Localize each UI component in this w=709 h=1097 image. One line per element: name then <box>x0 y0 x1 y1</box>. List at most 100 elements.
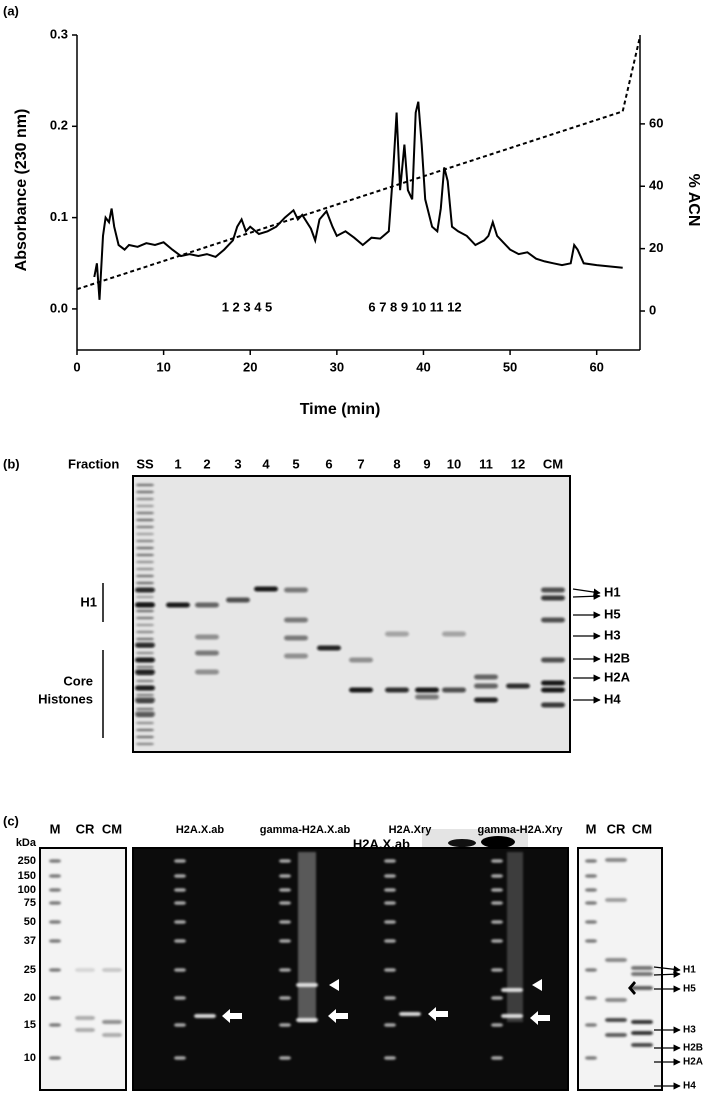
lane-header: 3 <box>234 456 241 471</box>
kda-marker: 20 <box>24 992 36 1004</box>
y-tick-label: 0.3 <box>50 26 68 41</box>
band <box>136 567 154 571</box>
y-tick-label: 0.0 <box>50 300 68 315</box>
band <box>631 966 653 970</box>
lane-header: 10 <box>447 456 461 471</box>
band <box>136 504 154 508</box>
x-tick-label: 60 <box>589 359 603 374</box>
band <box>136 637 154 641</box>
band <box>75 1016 95 1020</box>
band <box>136 511 154 515</box>
band <box>605 898 627 902</box>
band <box>585 859 597 863</box>
band-label: H2A <box>604 669 631 684</box>
band <box>384 996 396 1000</box>
band <box>135 642 155 648</box>
arrow <box>222 1009 242 1023</box>
band <box>136 693 154 697</box>
band-label: H5 <box>604 606 621 621</box>
annotation: 6 7 8 9 10 11 12 <box>368 299 461 314</box>
band <box>49 968 61 972</box>
band <box>296 1018 318 1022</box>
band <box>174 859 186 863</box>
band <box>284 635 308 641</box>
band <box>501 1014 523 1018</box>
band-label: H1 <box>80 594 97 609</box>
band <box>136 525 154 529</box>
band-label: H2A <box>683 1057 703 1068</box>
band <box>136 490 154 494</box>
band <box>442 687 466 693</box>
band-label: H2B <box>604 650 630 665</box>
smear <box>298 852 316 1022</box>
band <box>136 546 154 550</box>
band <box>585 968 597 972</box>
band <box>585 1023 597 1027</box>
lane-header: M <box>586 821 597 836</box>
data-line <box>93 101 623 300</box>
band <box>349 687 373 693</box>
band <box>491 901 503 905</box>
band <box>491 996 503 1000</box>
band <box>136 665 154 669</box>
x-tick-label: 0 <box>73 359 80 374</box>
panel-label: (a) <box>3 3 19 18</box>
y2-tick-label: 60 <box>649 115 663 130</box>
band-label: H1 <box>604 584 621 599</box>
band <box>491 888 503 892</box>
band <box>631 986 653 990</box>
lane-header: 7 <box>357 456 364 471</box>
band-label: H4 <box>604 691 621 706</box>
band <box>174 888 186 892</box>
band <box>135 711 155 717</box>
gel <box>132 847 569 1091</box>
band <box>491 874 503 878</box>
band <box>195 634 219 640</box>
band <box>136 553 154 557</box>
band <box>136 721 154 725</box>
band <box>284 653 308 659</box>
band <box>491 968 503 972</box>
kda-marker: 250 <box>18 855 36 867</box>
band <box>384 920 396 924</box>
band <box>541 687 565 693</box>
band <box>384 1023 396 1027</box>
band <box>384 859 396 863</box>
arrow <box>328 1009 348 1023</box>
kda-marker: 50 <box>24 916 36 928</box>
arrowhead <box>329 979 339 991</box>
band <box>135 587 155 593</box>
lane-header: SS <box>136 456 154 471</box>
data-line <box>76 36 641 291</box>
x-tick-label: 50 <box>503 359 517 374</box>
band <box>399 1012 421 1016</box>
band <box>102 1020 122 1024</box>
band <box>279 859 291 863</box>
band-label: Histones <box>38 691 93 706</box>
kda-marker: 100 <box>18 884 36 896</box>
band <box>279 901 291 905</box>
y-tick-label: 0.1 <box>50 209 68 224</box>
band <box>585 874 597 878</box>
arrowhead <box>532 979 542 991</box>
band <box>585 920 597 924</box>
arrow <box>653 970 681 978</box>
band <box>415 694 439 700</box>
blot-band <box>448 839 476 847</box>
band <box>49 920 61 924</box>
gel-bands <box>49 852 653 1060</box>
band-label: H5 <box>683 984 696 995</box>
band <box>541 617 565 623</box>
band <box>135 669 155 675</box>
band-label: H3 <box>604 627 621 642</box>
band <box>174 939 186 943</box>
band <box>135 697 155 703</box>
y-tick-label: 0.2 <box>50 118 68 133</box>
band <box>442 631 466 637</box>
lane-header: H2A.Xry <box>389 824 433 836</box>
kda-marker: 150 <box>18 870 36 882</box>
panel-label: (c) <box>3 813 19 828</box>
band <box>279 939 291 943</box>
x-tick-label: 30 <box>330 359 344 374</box>
